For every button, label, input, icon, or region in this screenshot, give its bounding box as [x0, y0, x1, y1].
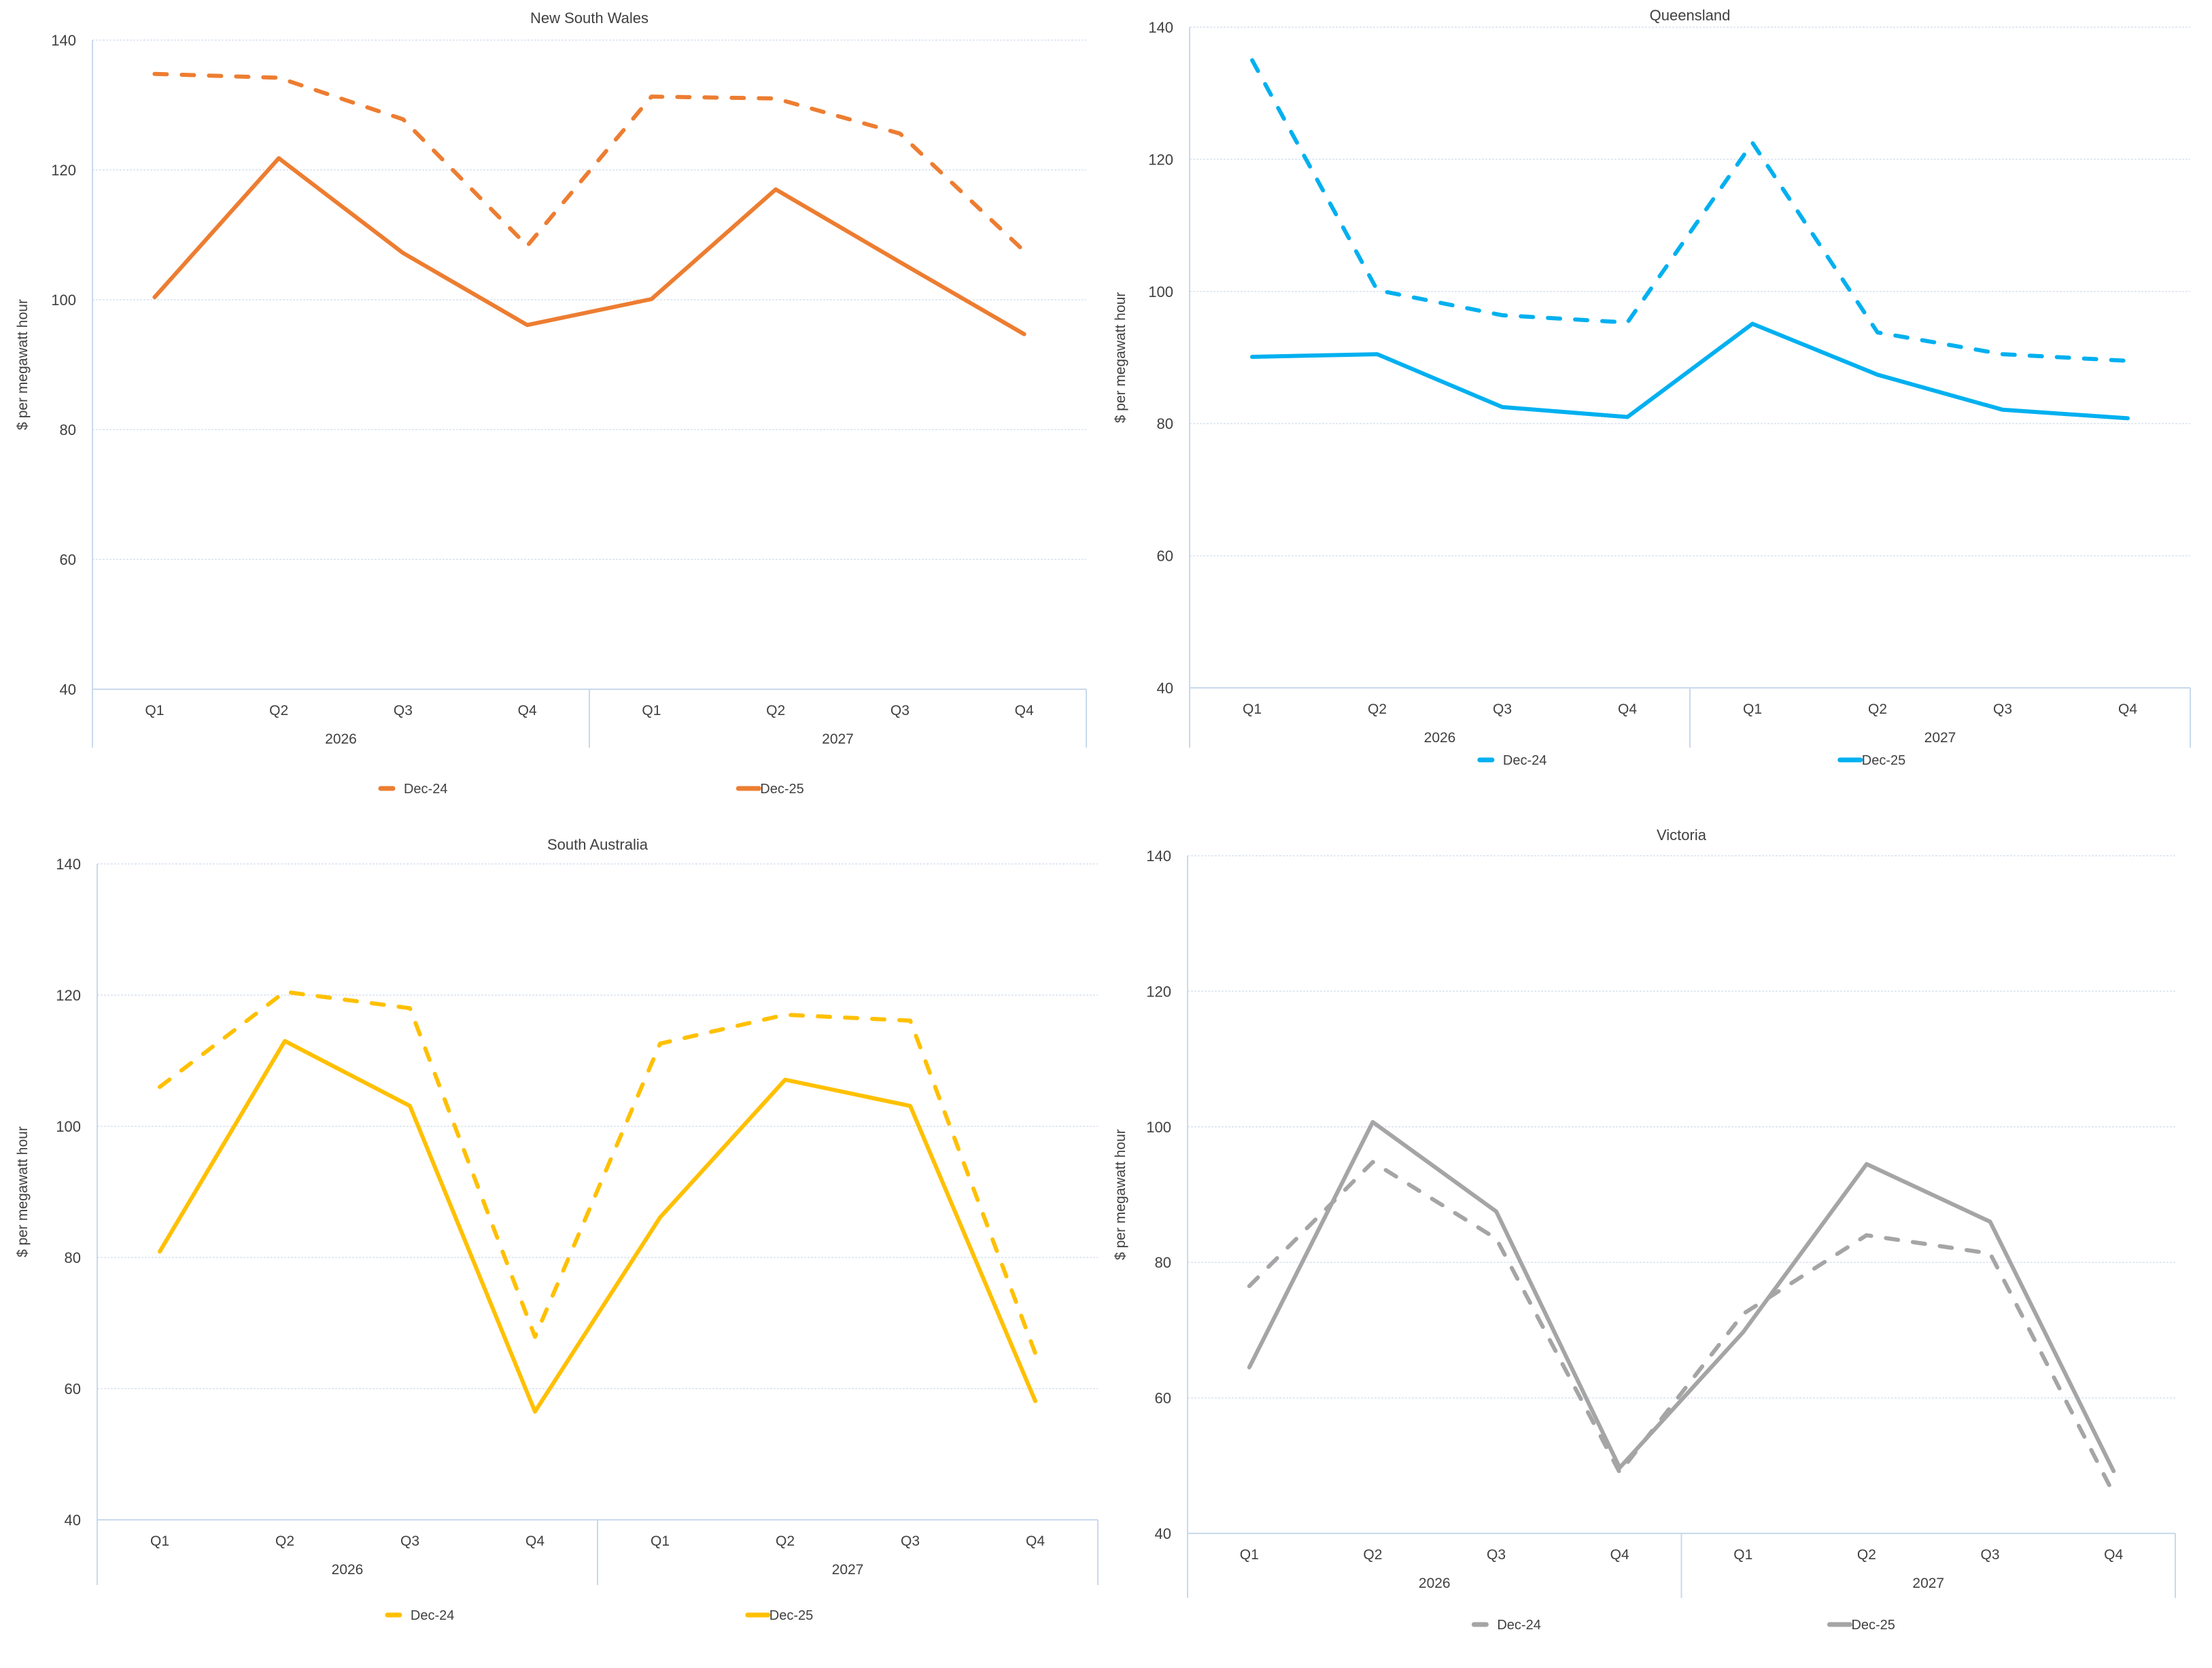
category-label: Q2 [1368, 701, 1387, 717]
legend-label: Dec-24 [411, 1608, 454, 1623]
category-label: Q1 [1743, 701, 1762, 717]
y-tick-label: 100 [1146, 1119, 1171, 1136]
category-label: Q2 [1363, 1547, 1382, 1563]
y-tick-label: 80 [1157, 415, 1173, 432]
category-group-label: 2026 [325, 731, 357, 747]
category-label: Q4 [1610, 1547, 1629, 1563]
y-tick-label: 80 [1155, 1254, 1171, 1271]
y-tick-label: 40 [60, 681, 76, 698]
y-tick-label: 80 [65, 1249, 81, 1266]
category-label: Q1 [1243, 701, 1262, 717]
y-tick-label: 120 [56, 987, 81, 1004]
category-label: Q4 [2104, 1547, 2123, 1563]
chart-title: New South Wales [530, 10, 649, 27]
y-axis-title: $ per megawatt hour [1113, 1129, 1128, 1260]
legend-label: Dec-25 [770, 1608, 813, 1623]
y-tick-label: 120 [1146, 983, 1171, 1000]
category-label: Q4 [518, 703, 537, 718]
category-label: Q2 [269, 703, 288, 718]
y-tick-label: 40 [65, 1512, 81, 1529]
y-tick-label: 120 [51, 162, 76, 179]
category-label: Q4 [1026, 1533, 1045, 1549]
series-line-dec-24 [1247, 1160, 2116, 1496]
category-group-label: 2027 [1912, 1576, 1944, 1591]
category-group-label: 2027 [1924, 730, 1956, 746]
y-tick-label: 100 [51, 292, 76, 309]
series-line-dec-25 [1247, 1119, 2116, 1474]
category-label: Q3 [1487, 1547, 1506, 1563]
category-label: Q1 [1240, 1547, 1259, 1563]
legend-label: Dec-24 [1503, 753, 1546, 768]
y-tick-label: 100 [1148, 283, 1173, 300]
y-axis-title: $ per megawatt hour [1113, 292, 1128, 423]
y-tick-label: 60 [1155, 1390, 1171, 1407]
y-tick-label: 140 [1146, 848, 1171, 865]
category-label: Q4 [1015, 703, 1034, 718]
legend-label: Dec-25 [1851, 1618, 1895, 1633]
y-tick-label: 60 [65, 1380, 81, 1397]
category-label: Q1 [150, 1533, 169, 1549]
category-group-label: 2027 [832, 1562, 864, 1578]
category-group-label: 2026 [332, 1562, 364, 1578]
category-group-label: 2026 [1424, 730, 1456, 746]
category-label: Q2 [766, 703, 785, 718]
series-line-dec-24 [1250, 58, 2130, 363]
legend-label: Dec-25 [1862, 753, 1905, 768]
category-label: Q4 [525, 1533, 545, 1549]
category-label: Q3 [1993, 701, 2012, 717]
category-label: Q2 [275, 1533, 294, 1549]
category-group-label: 2027 [822, 731, 854, 747]
category-label: Q3 [891, 703, 910, 718]
category-label: Q4 [2118, 701, 2137, 717]
series-line-dec-25 [158, 1039, 1037, 1414]
y-tick-label: 120 [1148, 151, 1173, 168]
category-label: Q2 [1857, 1547, 1876, 1563]
chart-title: Victoria [1657, 827, 1707, 844]
y-axis-title: $ per megawatt hour [15, 299, 31, 430]
series-line-dec-25 [1250, 322, 2130, 421]
category-label: Q1 [145, 703, 164, 718]
category-label: Q3 [394, 703, 413, 718]
category-label: Q1 [651, 1533, 670, 1549]
series-line-dec-24 [158, 990, 1037, 1355]
category-label: Q2 [1868, 701, 1887, 717]
series-line-dec-24 [152, 71, 1026, 254]
category-group-label: 2026 [1419, 1576, 1451, 1591]
y-tick-label: 140 [56, 856, 81, 873]
y-tick-label: 60 [1157, 548, 1173, 565]
chart-title: Queensland [1650, 7, 1731, 24]
category-label: Q1 [1733, 1547, 1752, 1563]
category-label: Q3 [1981, 1547, 2000, 1563]
y-tick-label: 140 [51, 32, 76, 49]
category-label: Q1 [642, 703, 661, 718]
category-label: Q3 [901, 1533, 920, 1549]
legend-label: Dec-24 [1497, 1618, 1540, 1633]
y-tick-label: 140 [1148, 19, 1173, 36]
category-label: Q3 [400, 1533, 419, 1549]
category-label: Q3 [1493, 701, 1512, 717]
y-tick-label: 100 [56, 1118, 81, 1135]
y-tick-label: 40 [1157, 680, 1173, 697]
y-tick-label: 60 [60, 551, 76, 568]
chart-title: South Australia [547, 836, 649, 853]
series-line-dec-25 [152, 156, 1026, 336]
y-axis-title: $ per megawatt hour [15, 1126, 31, 1257]
y-tick-label: 80 [60, 421, 76, 438]
category-label: Q2 [776, 1533, 795, 1549]
category-label: Q4 [1618, 701, 1637, 717]
legend-label: Dec-25 [760, 782, 803, 797]
legend-label: Dec-24 [404, 782, 447, 797]
y-tick-label: 40 [1155, 1525, 1171, 1542]
